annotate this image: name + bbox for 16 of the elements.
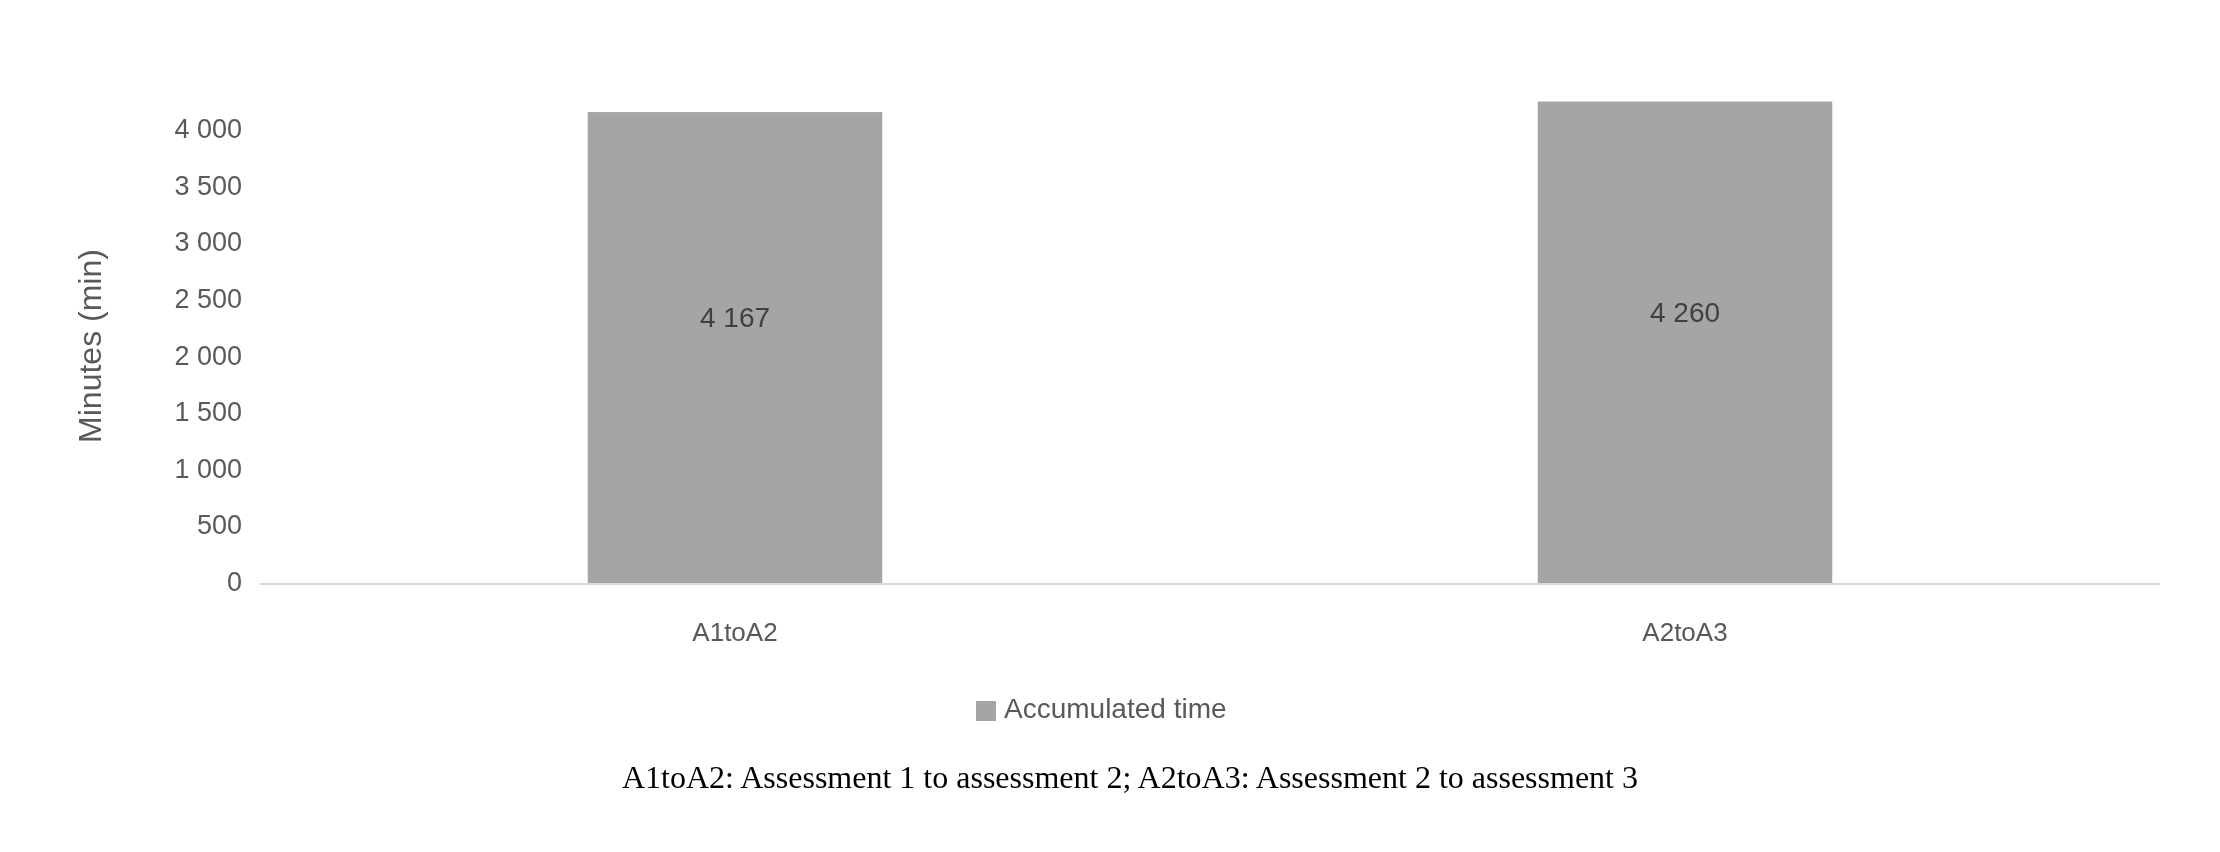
y-tick-label: 1 500 xyxy=(174,397,242,428)
text: 4 167 xyxy=(699,302,771,334)
y-tick-label: 4 000 xyxy=(174,114,242,145)
y-tick-label: 2 500 xyxy=(174,283,242,314)
y-tick-label: 1 000 xyxy=(174,453,242,484)
y-tick-label: 3 500 xyxy=(174,170,242,201)
x-tick-label: A2toA3 xyxy=(1642,616,1728,647)
y-axis-title: Minutes (min) xyxy=(72,249,109,443)
y-tick-label: 0 xyxy=(226,567,242,598)
y-tick-label: 500 xyxy=(196,510,242,541)
text: 4 260 xyxy=(1649,297,1721,329)
y-tick-label: 2 000 xyxy=(174,340,242,371)
legend-label: Accumulated time xyxy=(1004,693,1227,725)
x-tick-label: A1toA2 xyxy=(692,616,778,647)
y-tick-label: 3 000 xyxy=(174,227,242,258)
text: A1toA2: Assessment 1 to assessment 2; A2toA3: Assessment 2 to assessment 3 xyxy=(622,759,1638,796)
